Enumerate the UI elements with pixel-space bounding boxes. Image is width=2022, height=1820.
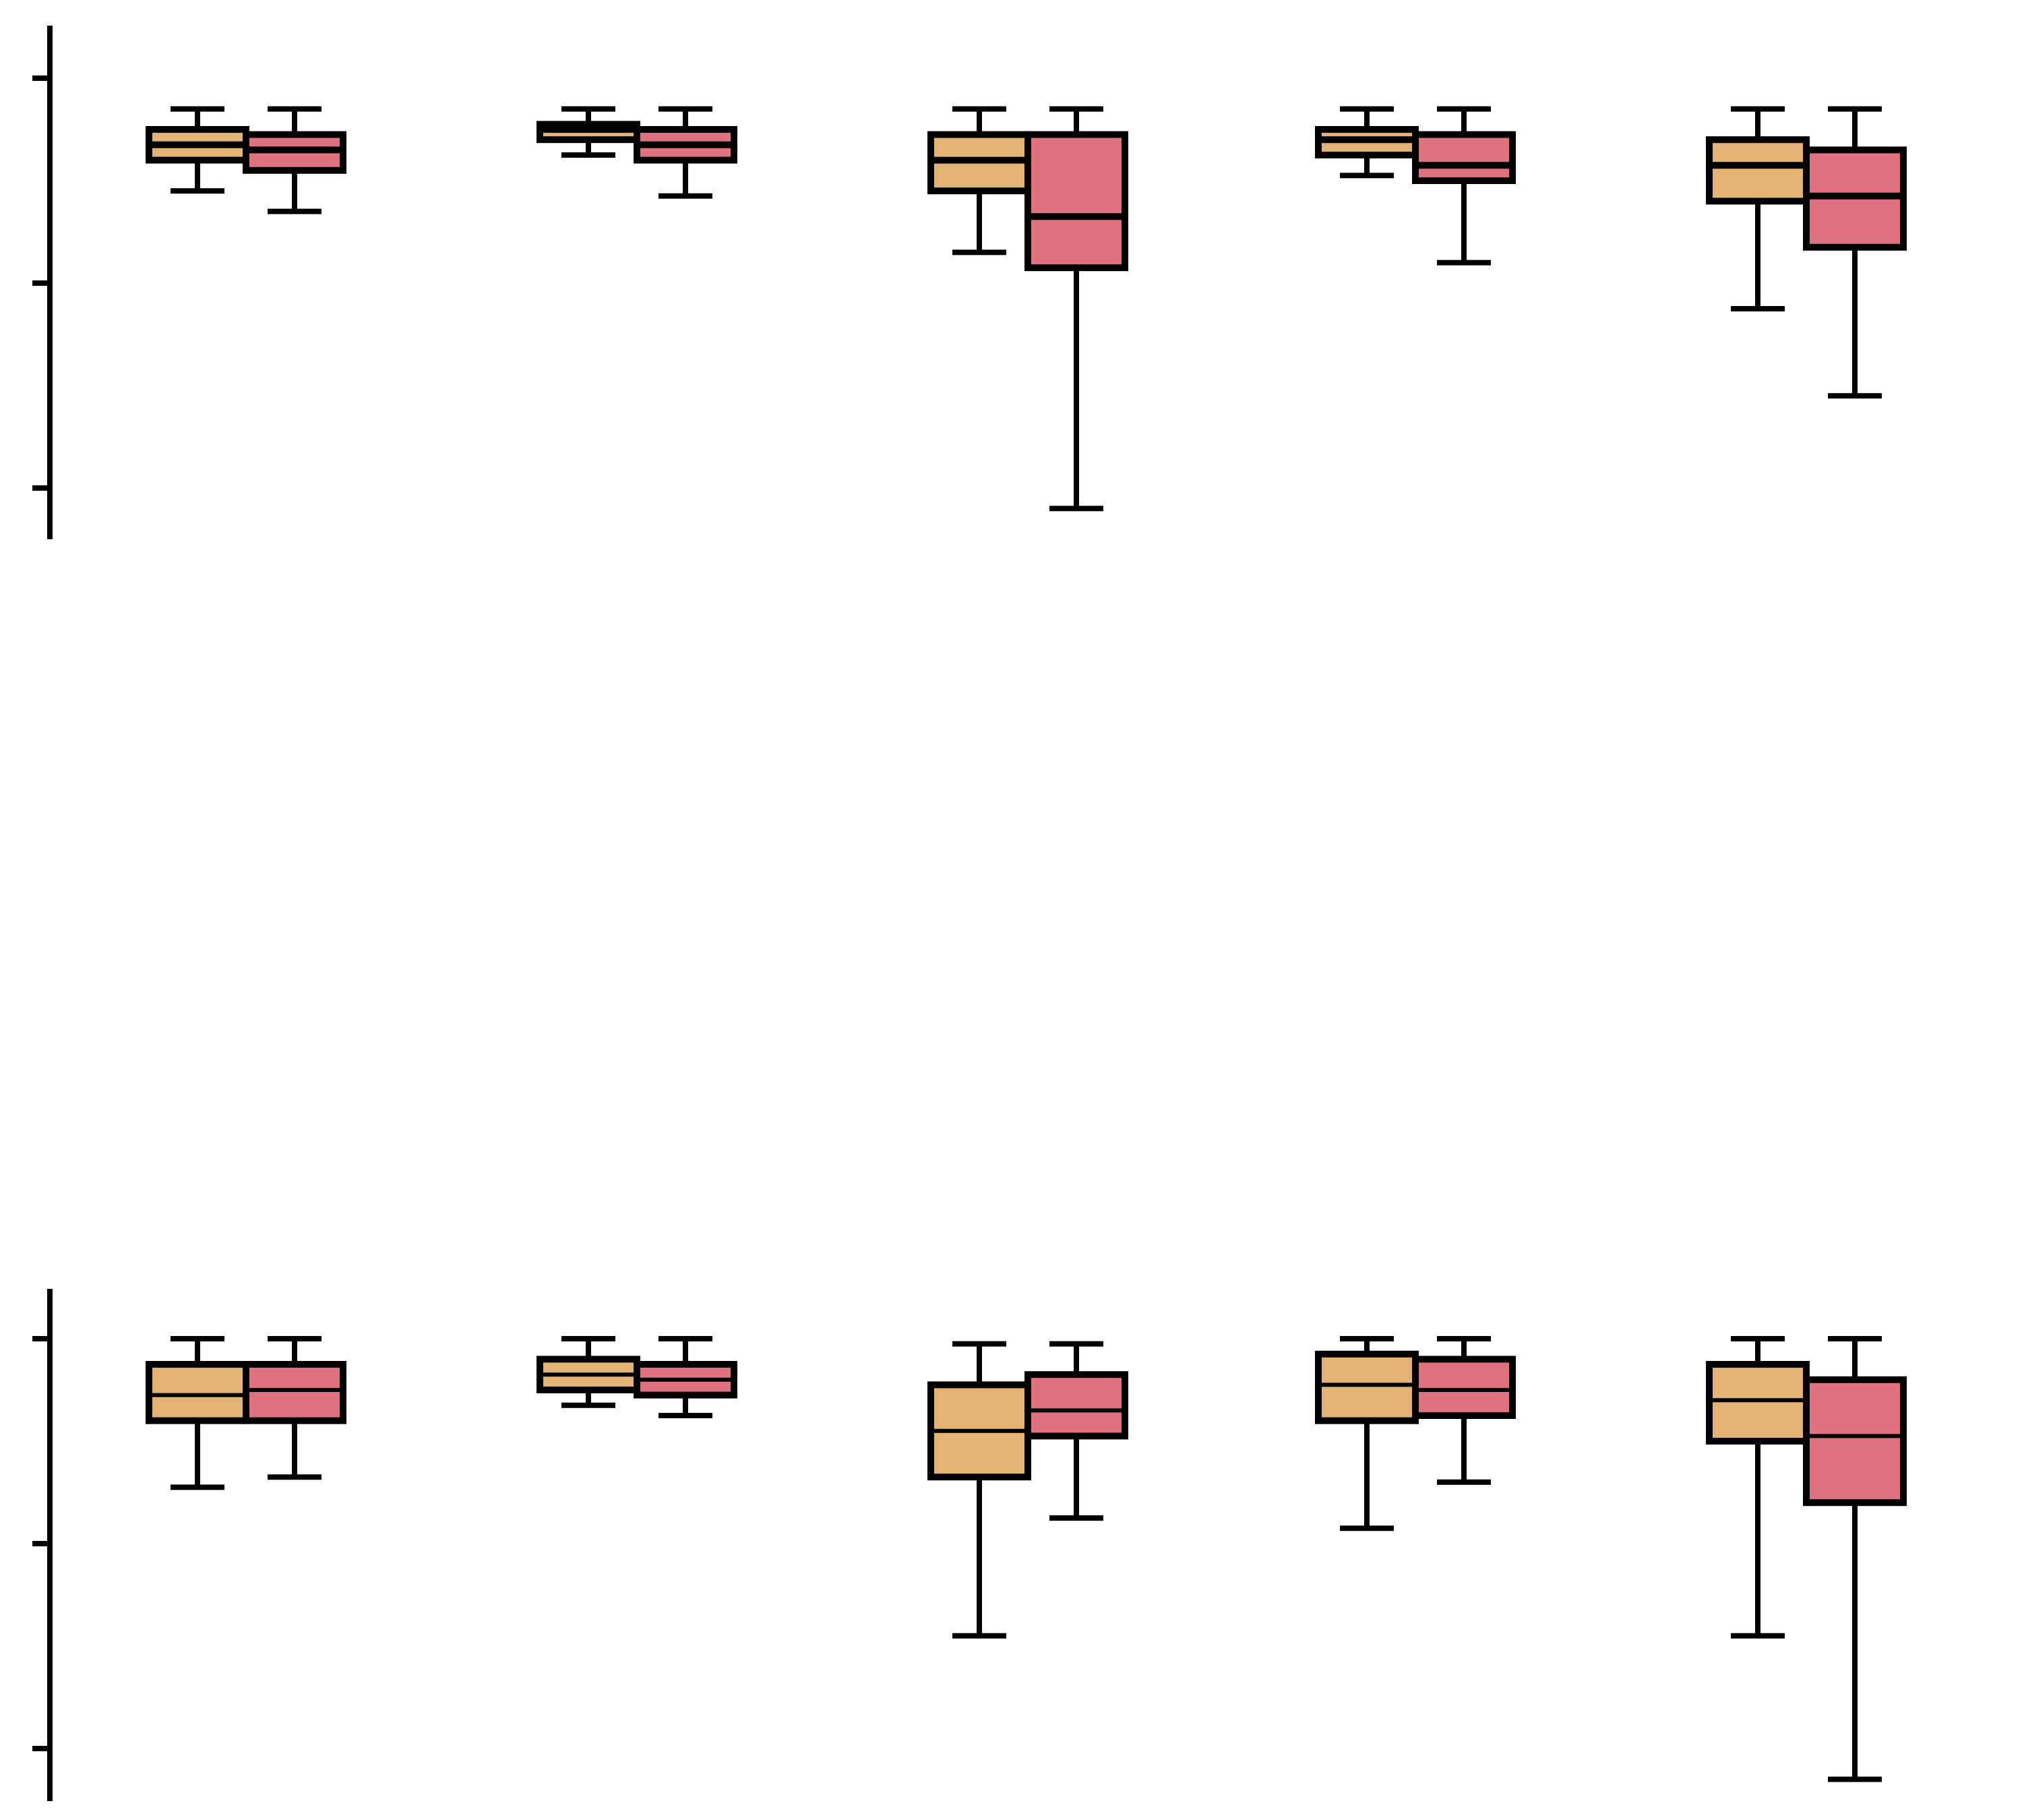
box-series-a (1315, 106, 1419, 179)
box-series-b (1412, 106, 1516, 266)
box-series-a (927, 1341, 1031, 1639)
boxplot-panel-1 (32, 26, 1907, 539)
box-series-a (146, 1336, 249, 1490)
box-series-a (1315, 1336, 1419, 1531)
boxplot-panel-2 (32, 1289, 1907, 1801)
box-body (1024, 1371, 1128, 1440)
box-body (1706, 1361, 1810, 1445)
box-series-b (1803, 106, 1907, 399)
box-body (1412, 131, 1516, 185)
box-series-b (1024, 106, 1128, 512)
box-series-a (146, 106, 249, 194)
box-series-b (243, 1336, 346, 1480)
box-series-a (1706, 106, 1810, 311)
box-series-b (634, 1336, 737, 1418)
box-body (243, 1361, 346, 1424)
box-body (1315, 1350, 1419, 1424)
box-series-b (634, 106, 737, 199)
box-series-a (537, 106, 640, 158)
box-series-b (1412, 1336, 1516, 1485)
box-series-b (1024, 1341, 1128, 1521)
box-series-b (243, 106, 346, 214)
box-body (1706, 136, 1810, 205)
box-series-b (1803, 1336, 1907, 1782)
box-body (146, 1361, 249, 1424)
box-series-a (927, 106, 1031, 255)
box-body (1412, 1356, 1516, 1420)
box-body (1803, 1376, 1907, 1507)
box-body (1024, 131, 1128, 272)
box-series-a (537, 1336, 640, 1408)
box-series-a (1706, 1336, 1810, 1639)
